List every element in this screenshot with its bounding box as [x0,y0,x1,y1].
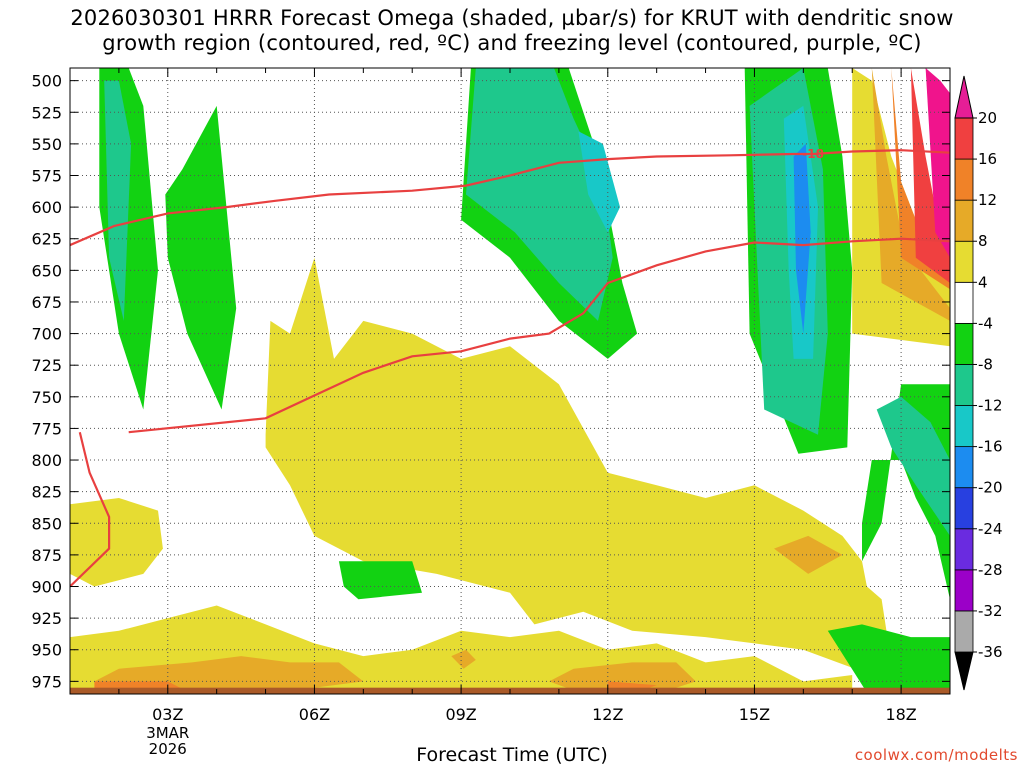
x-tick-label: 09Z [445,705,476,724]
y-tick-label: 625 [31,230,62,249]
y-tick-label: 600 [31,198,62,217]
x-tick-label: 12Z [592,705,623,724]
x-tick-label: 06Z [299,705,330,724]
y-tick-label: 675 [31,293,62,312]
dendritic-contour-0 [70,149,950,247]
omega-region-2 [104,80,132,321]
colorbar-label: -20 [978,479,1003,497]
y-tick-label: 975 [31,672,62,691]
omega-region-positive-inner-1 [549,662,696,694]
colorbar-bin [954,528,974,571]
y-tick-label: 500 [31,72,62,91]
colorbar: 20 16 12 8 4 -4 -8 -12 -16 -20 -24 -28 -32 -36 [954,75,1003,691]
omega-region-17 [910,68,950,283]
colorbar-bin [954,117,974,160]
colorbar-label: 8 [978,232,988,250]
omega-region-16 [891,68,950,290]
x-tick-label: 18Z [885,705,916,724]
colorbar-label: -8 [978,355,993,373]
colorbar-bin [954,487,974,530]
omega-region-12 [827,624,950,694]
y-tick-label: 850 [31,514,62,533]
y-tick-label: 925 [31,609,62,628]
contour-layer: -18 [70,147,950,588]
y-tick-label: 525 [31,103,62,122]
colorbar-label: -32 [978,602,1003,620]
y-tick-label: 950 [31,641,62,660]
colorbar-label: 4 [978,273,988,291]
colorbar-bin [954,199,974,242]
y-tick-label: 775 [31,419,62,438]
y-tick-label: 650 [31,261,62,280]
date-label-line-0: 3MAR [146,724,189,742]
colorbar-label: -12 [978,397,1003,415]
colorbar-bin [954,446,974,489]
y-tick-label: 800 [31,451,62,470]
colorbar-bin [954,281,974,324]
omega-region-18 [925,68,950,258]
colorbar-label: -24 [978,520,1003,538]
colorbar-bottom-arrow [954,651,974,691]
colorbar-bin [954,240,974,283]
grid-layer [70,68,950,694]
credit-link[interactable]: coolwx.com/modelts [854,746,1018,764]
colorbar-bin [954,569,974,612]
omega-region-positive-0 [265,257,950,694]
contour-label: -18 [802,147,824,161]
omega-region-15 [871,68,950,321]
chart-title-line2: growth region (contoured, red, ºC) and f… [102,31,922,55]
colorbar-label: 16 [978,150,997,168]
plot-area: -18 [70,68,950,694]
colorbar-label: -36 [978,643,1003,661]
chart-title: 2026030301 HRRR Forecast Omega (shaded, … [0,6,1024,56]
colorbar-bin [954,364,974,406]
y-tick-label: 875 [31,546,62,565]
dendritic-contour-1 [128,237,950,434]
colorbar-bin [954,405,974,448]
y-tick-label: 825 [31,483,62,502]
colorbar-bin [954,322,974,365]
colorbar-bin [954,158,974,201]
omega-region-positive-inner-2 [774,535,843,574]
y-tick-label: 725 [31,356,62,375]
y-tick-label: 900 [31,578,62,597]
x-tick-label: 15Z [739,705,770,724]
colorbar-top-arrow [954,75,974,119]
x-axis-label: Forecast Time (UTC) [416,744,608,766]
omega-region-13 [876,396,950,536]
colorbar-label: -16 [978,438,1003,456]
omega-region-4 [466,68,613,321]
colorbar-label: -28 [978,561,1003,579]
colorbar-label: 12 [978,191,997,209]
omega-region-1 [165,105,237,410]
y-tick-label: 550 [31,135,62,154]
axis-layer: 500 525 550 575 600 625 650 675 700 725 750 775 800 8… [31,68,951,724]
y-tick-label: 575 [31,166,62,185]
omega-region-10 [338,561,422,600]
colorbar-label: -4 [978,314,993,332]
dendritic-contour-2 [70,431,111,588]
omega-region-positive-inner-3 [451,649,476,669]
x-tick-label: 03Z [152,705,183,724]
y-tick-label: 750 [31,388,62,407]
omega-region-5 [578,131,620,233]
colorbar-bin [954,610,974,653]
date-label-line-1: 2026 [149,740,187,758]
colorbar-label: 20 [978,109,997,127]
chart-title-line1: 2026030301 HRRR Forecast Omega (shaded, … [70,6,954,30]
omega-shading-layer [70,68,950,694]
y-tick-label: 700 [31,325,62,344]
